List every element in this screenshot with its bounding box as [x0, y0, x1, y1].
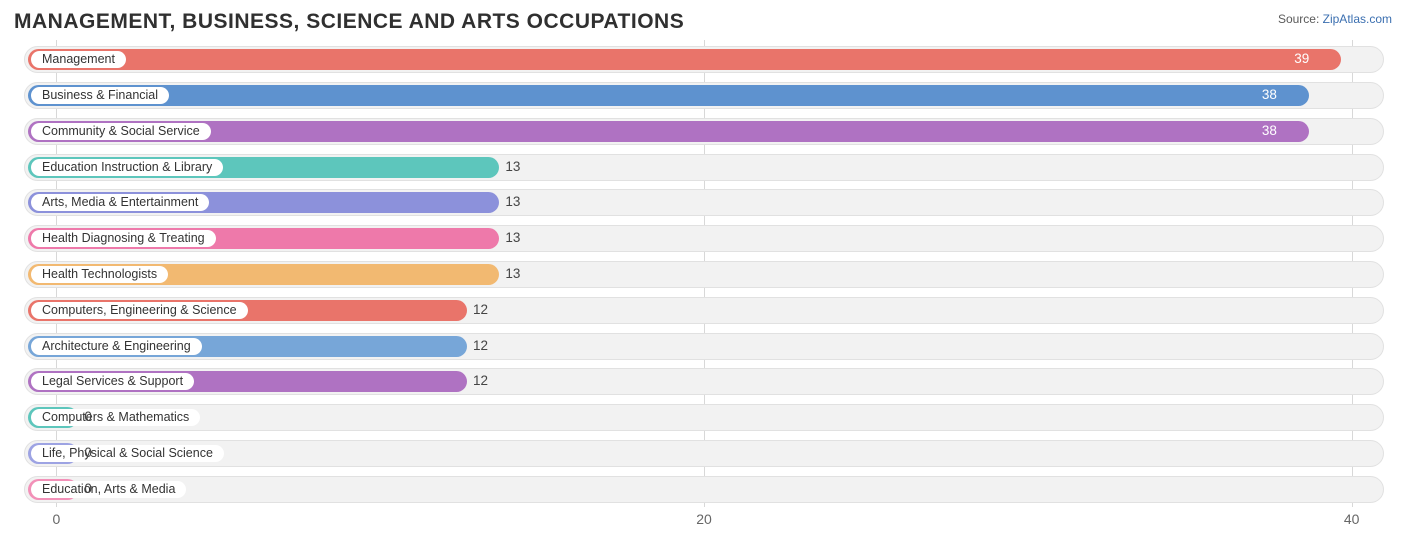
table-row: Community & Social Service 38 — [24, 118, 1384, 145]
table-row: Health Technologists 13 — [24, 261, 1384, 288]
source-prefix: Source: — [1278, 12, 1323, 26]
table-row: Arts, Media & Entertainment 13 — [24, 189, 1384, 216]
bar-category-label: Computers & Mathematics — [31, 409, 200, 426]
bar-category-label: Education, Arts & Media — [31, 481, 186, 498]
bar-category-label: Architecture & Engineering — [31, 338, 202, 355]
table-row: Management 39 — [24, 46, 1384, 73]
bar-category-label: Education Instruction & Library — [31, 159, 223, 176]
bar-category-label: Health Diagnosing & Treating — [31, 230, 216, 247]
table-row: Computers & Mathematics0 — [24, 404, 1384, 431]
x-axis-labels: 0 20 40 — [24, 511, 1384, 531]
bar-fill — [28, 49, 1341, 70]
bar-category-label: Life, Physical & Social Science — [31, 445, 224, 462]
bar-track — [24, 404, 1384, 431]
bar-value-label: 39 — [1294, 51, 1309, 66]
source-link[interactable]: ZipAtlas.com — [1323, 12, 1392, 26]
x-axis-tick-label: 0 — [52, 511, 60, 527]
table-row: Computers, Engineering & Science 12 — [24, 297, 1384, 324]
bar-track — [24, 476, 1384, 503]
chart-rows: Management39Business & Financial38Commun… — [24, 42, 1384, 507]
table-row: Business & Financial 38 — [24, 82, 1384, 109]
bar-track — [24, 440, 1384, 467]
bar-value-label: 0 — [84, 445, 92, 460]
table-row: Life, Physical & Social Science0 — [24, 440, 1384, 467]
x-axis-tick-label: 40 — [1344, 511, 1360, 527]
bar-value-label: 38 — [1262, 87, 1277, 102]
bar-value-label: 13 — [505, 194, 520, 209]
bar-value-label: 13 — [505, 230, 520, 245]
bar-category-label: Computers, Engineering & Science — [31, 302, 248, 319]
bar-value-label: 12 — [473, 373, 488, 388]
bar-value-label: 0 — [84, 409, 92, 424]
bar-value-label: 12 — [473, 302, 488, 317]
bar-value-label: 0 — [84, 481, 92, 496]
table-row: Architecture & Engineering 12 — [24, 333, 1384, 360]
table-row: Education, Arts & Media0 — [24, 476, 1384, 503]
bar-value-label: 12 — [473, 338, 488, 353]
bar-value-label: 38 — [1262, 123, 1277, 138]
source-attribution: Source: ZipAtlas.com — [1278, 10, 1392, 26]
table-row: Education Instruction & Library 13 — [24, 154, 1384, 181]
bar-category-label: Arts, Media & Entertainment — [31, 194, 209, 211]
bar-fill — [28, 121, 1309, 142]
bar-category-label: Health Technologists — [31, 266, 168, 283]
table-row: Legal Services & Support 12 — [24, 368, 1384, 395]
table-row: Health Diagnosing & Treating 13 — [24, 225, 1384, 252]
bar-value-label: 13 — [505, 266, 520, 281]
occupations-bar-chart: Management39Business & Financial38Commun… — [14, 40, 1392, 535]
page-title: MANAGEMENT, BUSINESS, SCIENCE AND ARTS O… — [14, 10, 684, 34]
bar-category-label: Management — [31, 51, 126, 68]
bar-fill — [28, 85, 1309, 106]
bar-category-label: Community & Social Service — [31, 123, 211, 140]
bar-category-label: Legal Services & Support — [31, 373, 194, 390]
bar-category-label: Business & Financial — [31, 87, 169, 104]
x-axis-tick-label: 20 — [696, 511, 712, 527]
bar-value-label: 13 — [505, 159, 520, 174]
